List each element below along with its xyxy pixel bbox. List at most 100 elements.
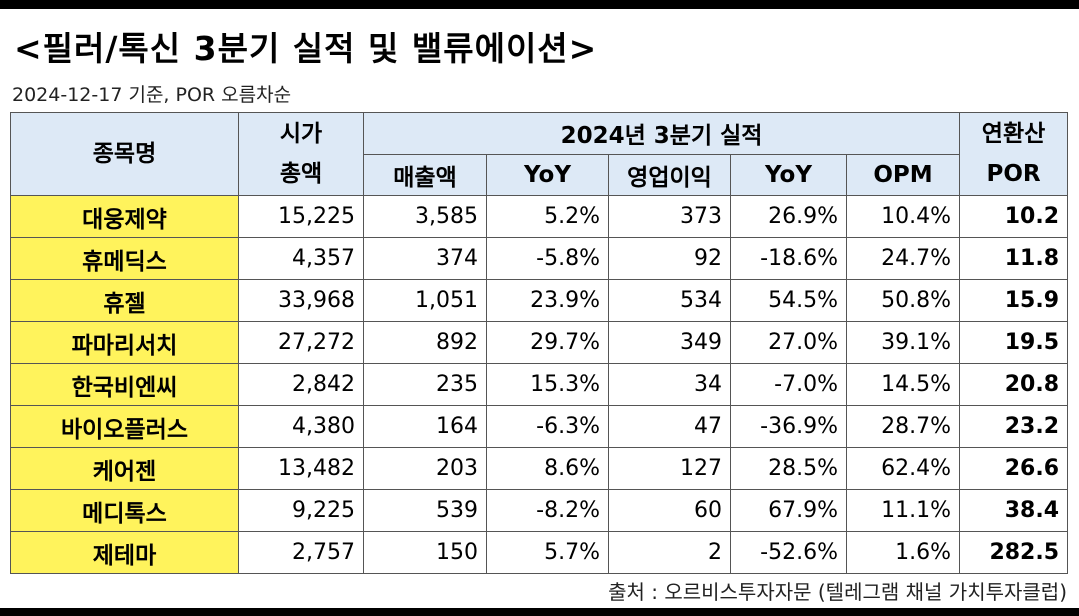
cell-opm: 1.6% (845, 531, 961, 574)
cell-revenue-yoy: -8.2% (486, 489, 609, 532)
cell-market-cap: 27,272 (238, 321, 364, 364)
page-title: <필러/톡신 3분기 실적 및 밸류에이션> (14, 29, 598, 68)
cell-revenue: 203 (363, 447, 487, 490)
cell-market-cap: 4,380 (238, 405, 364, 448)
cell-operating-yoy: -18.6% (730, 237, 847, 280)
cell-market-cap: 15,225 (238, 195, 364, 238)
cell-market-cap: 13,482 (238, 447, 364, 490)
cell-revenue: 164 (363, 405, 487, 448)
header-revenue: 매출액 (363, 153, 487, 196)
cell-opm: 28.7% (845, 405, 961, 448)
cell-revenue: 1,051 (363, 279, 487, 322)
cell-operating-income: 60 (608, 489, 731, 532)
header-por: 연환산 POR (959, 112, 1069, 196)
cell-por: 11.8 (959, 237, 1069, 280)
table-row: 메디톡스 9,225 539 -8.2% 60 67.9% 11.1% 38.4 (10, 489, 1069, 532)
cell-revenue: 539 (363, 489, 487, 532)
cell-operating-income: 34 (608, 363, 731, 406)
table-row: 한국비엔씨 2,842 235 15.3% 34 -7.0% 14.5% 20.8 (10, 363, 1069, 406)
cell-revenue: 150 (363, 531, 487, 574)
cell-name: 휴메딕스 (10, 237, 239, 280)
cell-operating-yoy: -52.6% (730, 531, 847, 574)
cell-opm: 14.5% (845, 363, 961, 406)
cell-revenue-yoy: 23.9% (486, 279, 609, 322)
cell-opm: 62.4% (845, 447, 961, 490)
cell-operating-income: 534 (608, 279, 731, 322)
cell-name: 바이오플러스 (10, 405, 239, 448)
cell-por: 282.5 (959, 531, 1069, 574)
cell-name: 한국비엔씨 (10, 363, 239, 406)
cell-market-cap: 4,357 (238, 237, 364, 280)
top-border (0, 0, 1079, 9)
cell-market-cap: 9,225 (238, 489, 364, 532)
cell-market-cap: 2,842 (238, 363, 364, 406)
cell-operating-yoy: 54.5% (730, 279, 847, 322)
cell-operating-income: 47 (608, 405, 731, 448)
cell-revenue: 235 (363, 363, 487, 406)
table-row: 바이오플러스 4,380 164 -6.3% 47 -36.9% 28.7% 23.2 (10, 405, 1069, 448)
cell-market-cap: 2,757 (238, 531, 364, 574)
cell-por: 26.6 (959, 447, 1069, 490)
table-row: 대웅제약 15,225 3,585 5.2% 373 26.9% 10.4% 10.2 (10, 195, 1069, 238)
cell-opm: 24.7% (845, 237, 961, 280)
cell-operating-income: 373 (608, 195, 731, 238)
cell-revenue: 374 (363, 237, 487, 280)
header-por-line2: POR (986, 161, 1041, 187)
cell-name: 케어젠 (10, 447, 239, 490)
cell-operating-income: 92 (608, 237, 731, 280)
cell-opm: 11.1% (845, 489, 961, 532)
cell-revenue-yoy: 29.7% (486, 321, 609, 364)
cell-revenue-yoy: 5.7% (486, 531, 609, 574)
cell-por: 15.9 (959, 279, 1069, 322)
cell-operating-yoy: -36.9% (730, 405, 847, 448)
header-market-cap-line1: 시가 (279, 121, 323, 147)
table-body: 대웅제약 15,225 3,585 5.2% 373 26.9% 10.4% 10.2 휴메딕스… (10, 195, 1069, 574)
source-note: 출처 : 오르비스투자자문 (텔레그램 채널 가치투자클럽) (608, 580, 1067, 604)
table-row: 케어젠 13,482 203 8.6% 127 28.5% 62.4% 26.6 (10, 447, 1069, 490)
header-operating-income: 영업이익 (608, 153, 731, 196)
header-q3-group: 2024년 3분기 실적 (362, 112, 961, 155)
cell-operating-yoy: 67.9% (730, 489, 847, 532)
cell-name: 메디톡스 (10, 489, 239, 532)
cell-opm: 10.4% (845, 195, 961, 238)
header-market-cap: 시가 총액 (238, 112, 364, 196)
header-revenue-yoy: YoY (486, 153, 609, 196)
header-por-line1: 연환산 (981, 121, 1046, 147)
cell-revenue-yoy: 8.6% (486, 447, 609, 490)
cell-name: 제테마 (10, 531, 239, 574)
page-subtitle: 2024-12-17 기준, POR 오름차순 (12, 84, 292, 106)
cell-revenue-yoy: -5.8% (486, 237, 609, 280)
bottom-border (0, 608, 1079, 616)
cell-por: 10.2 (959, 195, 1069, 238)
cell-opm: 50.8% (845, 279, 961, 322)
cell-revenue-yoy: 5.2% (486, 195, 609, 238)
table-row: 파마리서치 27,272 892 29.7% 349 27.0% 39.1% 19.5 (10, 321, 1069, 364)
valuation-table: 종목명 시가 총액 2024년 3분기 실적 연환산 POR 매출액 YoY 영… (10, 112, 1069, 574)
cell-operating-yoy: 27.0% (730, 321, 847, 364)
cell-por: 38.4 (959, 489, 1069, 532)
cell-operating-yoy: 26.9% (730, 195, 847, 238)
table-row: 휴메딕스 4,357 374 -5.8% 92 -18.6% 24.7% 11.8 (10, 237, 1069, 280)
cell-por: 19.5 (959, 321, 1069, 364)
table-row: 휴젤 33,968 1,051 23.9% 534 54.5% 50.8% 15.9 (10, 279, 1069, 322)
header-market-cap-line2: 총액 (279, 161, 323, 187)
cell-operating-yoy: -7.0% (730, 363, 847, 406)
header-name: 종목명 (10, 112, 239, 196)
table-row: 제테마 2,757 150 5.7% 2 -52.6% 1.6% 282.5 (10, 531, 1069, 574)
header-opm: OPM (845, 153, 961, 196)
cell-opm: 39.1% (845, 321, 961, 364)
cell-name: 파마리서치 (10, 321, 239, 364)
cell-operating-income: 127 (608, 447, 731, 490)
header-operating-yoy: YoY (730, 153, 847, 196)
cell-name: 대웅제약 (10, 195, 239, 238)
cell-revenue: 3,585 (363, 195, 487, 238)
cell-revenue-yoy: 15.3% (486, 363, 609, 406)
cell-por: 23.2 (959, 405, 1069, 448)
cell-por: 20.8 (959, 363, 1069, 406)
cell-revenue-yoy: -6.3% (486, 405, 609, 448)
cell-market-cap: 33,968 (238, 279, 364, 322)
cell-name: 휴젤 (10, 279, 239, 322)
cell-operating-income: 2 (608, 531, 731, 574)
cell-operating-yoy: 28.5% (730, 447, 847, 490)
cell-revenue: 892 (363, 321, 487, 364)
